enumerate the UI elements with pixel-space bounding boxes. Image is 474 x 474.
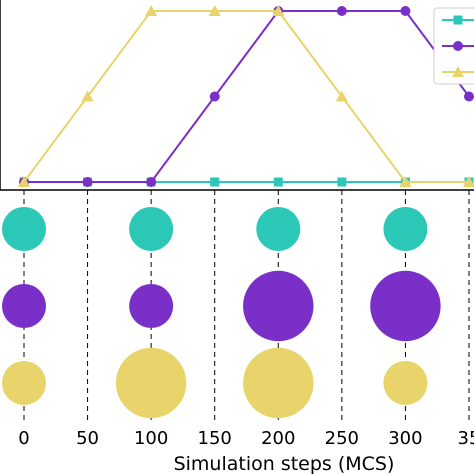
series-marker-teal-150 bbox=[210, 177, 220, 187]
x-tick-label-6: 300 bbox=[388, 428, 422, 449]
series-marker-purple-350 bbox=[463, 91, 474, 102]
bubble-purple-0 bbox=[2, 284, 46, 328]
bubble-yellow-300 bbox=[383, 361, 428, 405]
x-tick-label-1: 50 bbox=[76, 428, 99, 449]
legend-marker-teal bbox=[453, 15, 463, 25]
x-tick-label-5: 250 bbox=[325, 428, 359, 449]
legend-items bbox=[442, 15, 474, 77]
legend-marker-yellow bbox=[452, 66, 464, 77]
line-panel bbox=[0, 0, 474, 191]
bubble-yellow-200 bbox=[243, 347, 314, 419]
bubble-teal-200 bbox=[256, 207, 301, 251]
bubble-purple-300 bbox=[370, 270, 441, 342]
series-marker-yellow-300 bbox=[399, 176, 412, 187]
x-tick-label-0: 0 bbox=[18, 428, 29, 449]
legend-marker-purple bbox=[453, 41, 463, 51]
series-marker-yellow-50 bbox=[81, 90, 94, 102]
series-marker-yellow-250 bbox=[335, 90, 348, 102]
series-marker-yellow-150 bbox=[208, 5, 221, 16]
bubble-teal-300 bbox=[383, 207, 428, 251]
bubble-purple-200 bbox=[243, 270, 314, 342]
series-marker-purple-150 bbox=[209, 91, 220, 102]
x-tick-label-4: 200 bbox=[261, 428, 295, 449]
bubble-group bbox=[2, 207, 441, 419]
series-marker-teal-200 bbox=[273, 177, 283, 187]
series-line-purple bbox=[24, 10, 470, 183]
line-series-group bbox=[18, 5, 474, 187]
series-marker-yellow-100 bbox=[145, 5, 158, 16]
x-tick-labels: 0 50 100 150 200 250 300 35 bbox=[18, 428, 474, 449]
x-tick-label-3: 150 bbox=[198, 428, 232, 449]
bubble-teal-100 bbox=[129, 207, 174, 251]
x-tick-label-7: 35 bbox=[458, 428, 474, 449]
series-marker-yellow-200 bbox=[272, 5, 285, 16]
series-marker-yellow-350 bbox=[462, 176, 474, 187]
series-marker-yellow-0 bbox=[18, 176, 30, 187]
x-axis-label: Simulation steps (MCS) bbox=[174, 453, 395, 474]
series-line-yellow bbox=[23, 10, 469, 183]
series-marker-purple-100 bbox=[146, 177, 157, 187]
series-marker-purple-250 bbox=[336, 6, 347, 16]
bubble-yellow-0 bbox=[2, 361, 46, 405]
x-tick-label-2: 100 bbox=[134, 428, 168, 449]
bubble-yellow-100 bbox=[115, 347, 187, 419]
bubble-purple-100 bbox=[129, 284, 174, 328]
legend bbox=[433, 7, 474, 85]
bubble-panel: 0 50 100 150 200 250 300 35 Simulation steps (M… bbox=[2, 190, 474, 474]
series-marker-purple-300 bbox=[400, 6, 411, 16]
series-marker-purple-50 bbox=[82, 177, 93, 187]
series-marker-teal-250 bbox=[337, 177, 347, 187]
bubble-teal-0 bbox=[2, 207, 46, 251]
